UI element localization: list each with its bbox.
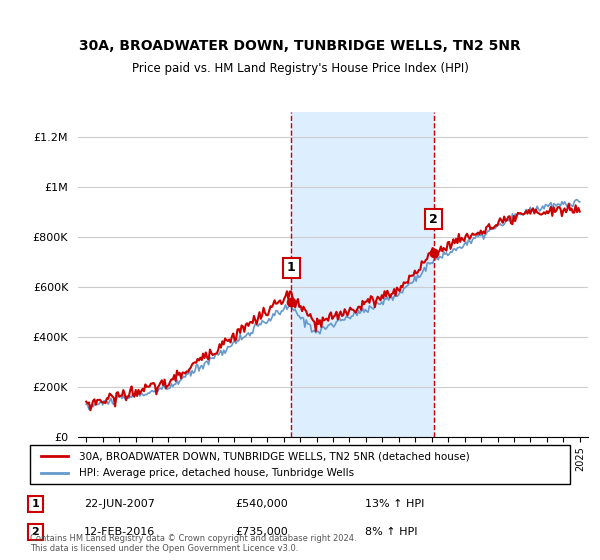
Text: 2: 2	[32, 527, 39, 537]
Text: £540,000: £540,000	[235, 499, 288, 509]
Text: £735,000: £735,000	[235, 527, 288, 537]
FancyBboxPatch shape	[30, 445, 570, 484]
Text: Contains HM Land Registry data © Crown copyright and database right 2024.
This d: Contains HM Land Registry data © Crown c…	[30, 534, 356, 553]
Text: Price paid vs. HM Land Registry's House Price Index (HPI): Price paid vs. HM Land Registry's House …	[131, 62, 469, 74]
Text: 1: 1	[287, 262, 296, 274]
Text: HPI: Average price, detached house, Tunbridge Wells: HPI: Average price, detached house, Tunb…	[79, 468, 354, 478]
Text: 1: 1	[32, 499, 39, 509]
Text: 13% ↑ HPI: 13% ↑ HPI	[365, 499, 424, 509]
Text: 22-JUN-2007: 22-JUN-2007	[84, 499, 155, 509]
Text: 2: 2	[429, 213, 438, 226]
Bar	[292, 112, 434, 437]
Text: 30A, BROADWATER DOWN, TUNBRIDGE WELLS, TN2 5NR: 30A, BROADWATER DOWN, TUNBRIDGE WELLS, T…	[79, 39, 521, 53]
Text: 12-FEB-2016: 12-FEB-2016	[84, 527, 155, 537]
Text: 30A, BROADWATER DOWN, TUNBRIDGE WELLS, TN2 5NR (detached house): 30A, BROADWATER DOWN, TUNBRIDGE WELLS, T…	[79, 451, 469, 461]
Text: 8% ↑ HPI: 8% ↑ HPI	[365, 527, 418, 537]
